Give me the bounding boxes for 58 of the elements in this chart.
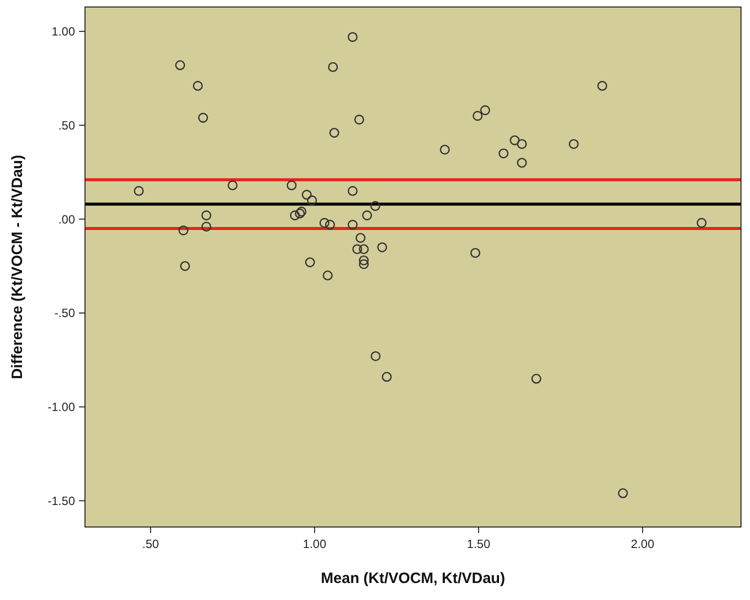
point: [348, 220, 358, 230]
point: [192, 80, 203, 91]
point: [480, 105, 490, 116]
point: [597, 80, 608, 91]
point: [201, 210, 212, 220]
point: [352, 244, 362, 254]
y-tick-label: -1.00: [48, 400, 76, 414]
point: [377, 242, 388, 252]
x-tick-label: 1.00: [302, 537, 327, 551]
point: [178, 225, 188, 236]
x-axis-title: Mean (Kt/VOCM, Kt/VDau): [320, 570, 506, 587]
point: [531, 374, 542, 384]
point: [325, 220, 335, 230]
y-tick-label: .50: [58, 118, 76, 132]
point: [370, 351, 381, 362]
point: [382, 372, 392, 382]
point: [228, 180, 238, 190]
point: [696, 218, 707, 228]
point: [322, 270, 333, 280]
point: [319, 218, 330, 228]
point: [290, 210, 300, 220]
point: [348, 32, 358, 42]
point: [618, 488, 628, 498]
y-tick-label: -1.50: [48, 494, 76, 508]
point: [134, 186, 144, 196]
point: [201, 222, 212, 232]
point: [362, 210, 372, 220]
point: [348, 186, 358, 196]
point: [370, 201, 380, 211]
point: [354, 114, 364, 125]
point: [198, 112, 208, 123]
y-tick-label: -.50: [54, 306, 76, 320]
point: [516, 158, 527, 168]
point: [358, 244, 369, 254]
point: [498, 148, 508, 158]
point: [329, 128, 340, 138]
point: [472, 110, 483, 121]
point: [286, 180, 297, 190]
point: [307, 195, 317, 206]
point: [305, 257, 315, 268]
point: [180, 261, 190, 272]
point: [302, 190, 312, 200]
y-tick-label: 1.00: [52, 24, 76, 39]
x-tick-label: 1.50: [466, 537, 491, 551]
point: [516, 139, 527, 149]
point: [356, 232, 366, 243]
point: [358, 255, 369, 266]
point: [440, 144, 450, 155]
point: [510, 135, 520, 146]
x-tick-label: 2.00: [630, 537, 655, 551]
y-axis-title: Difference (Kt/VOCM - Kt/VDau): [9, 154, 26, 380]
point: [358, 259, 369, 270]
x-tick-label: .50: [142, 537, 160, 551]
point: [470, 248, 480, 258]
y-tick-label: .00: [58, 212, 76, 226]
point: [328, 62, 338, 72]
point: [175, 60, 186, 70]
point: [568, 139, 579, 149]
